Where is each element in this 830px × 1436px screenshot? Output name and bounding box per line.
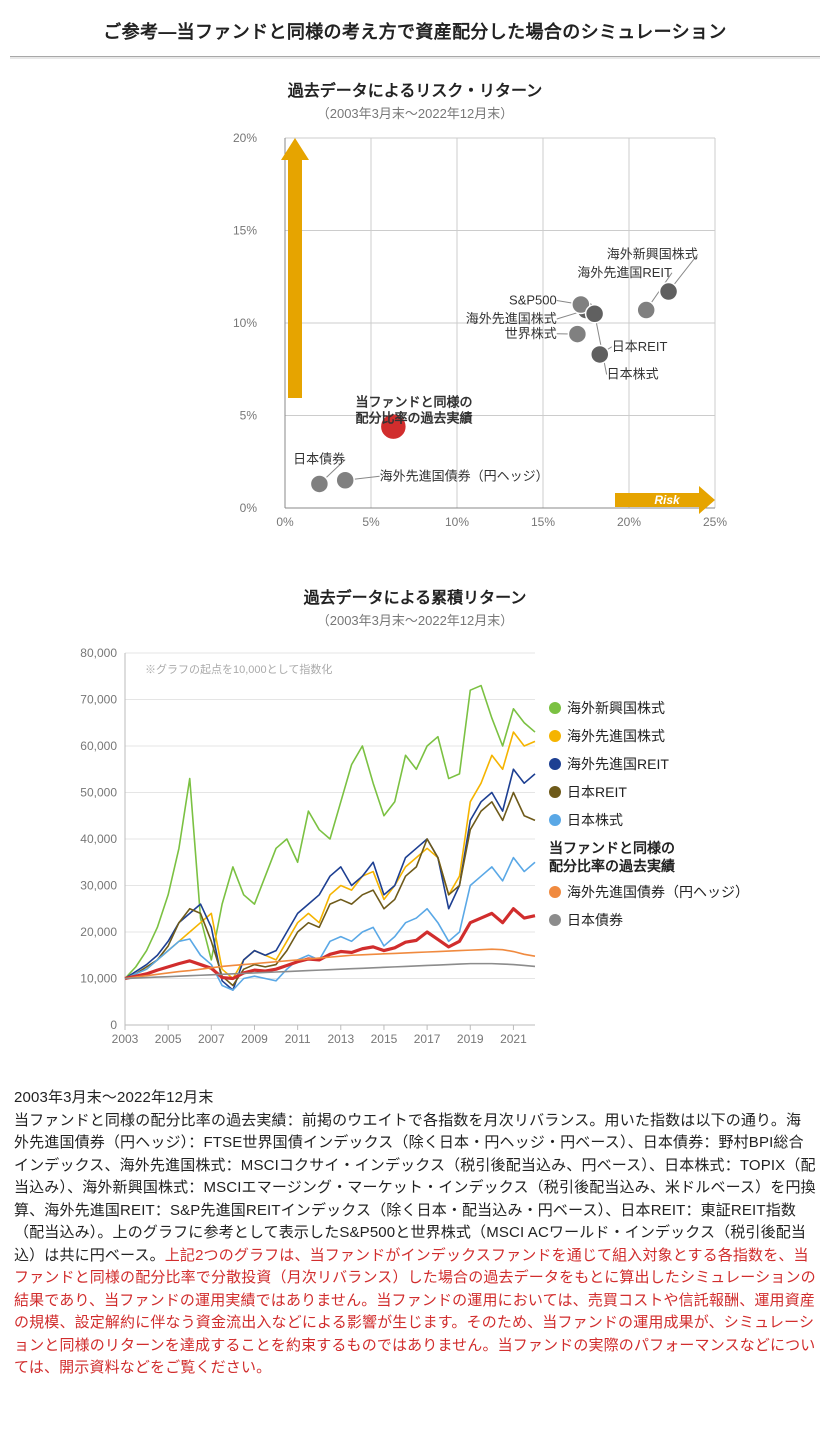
svg-text:Return: Return — [307, 163, 346, 177]
svg-text:15%: 15% — [233, 224, 257, 238]
svg-text:2017: 2017 — [414, 1032, 441, 1046]
scatter-anno: 海外新興国株式 — [607, 246, 698, 261]
svg-text:10%: 10% — [445, 515, 469, 529]
svg-text:20%: 20% — [233, 131, 257, 145]
scatter-anno: S&P500 — [509, 293, 557, 308]
svg-text:10%: 10% — [233, 316, 257, 330]
scatter-point-em_eq — [660, 283, 678, 301]
title-divider — [10, 56, 820, 59]
scatter-point-world_eq — [568, 325, 586, 343]
page: ご参考―当ファンドと同様の考え方で資産配分した場合のシミュレーション 過去データ… — [0, 0, 830, 1380]
svg-text:2007: 2007 — [198, 1032, 225, 1046]
scatter-anno: 海外先進国債券（円ヘッジ） — [380, 468, 549, 483]
legend-dot — [549, 914, 561, 926]
legend-label: 海外先進国REIT — [567, 756, 669, 772]
svg-text:60,000: 60,000 — [80, 739, 117, 753]
svg-text:50,000: 50,000 — [80, 786, 117, 800]
legend-label: 日本REIT — [567, 784, 627, 800]
svg-text:15%: 15% — [531, 515, 555, 529]
legend-dot — [549, 886, 561, 898]
line-section: 過去データによる累積リターン （2003年3月末～2022年12月末） 0 10,… — [55, 584, 775, 1065]
svg-text:5%: 5% — [362, 515, 380, 529]
svg-text:2019: 2019 — [457, 1032, 484, 1046]
svg-text:80,000: 80,000 — [80, 646, 117, 660]
svg-text:2009: 2009 — [241, 1032, 268, 1046]
svg-text:0%: 0% — [240, 501, 258, 515]
svg-text:20%: 20% — [617, 515, 641, 529]
line-chart: 0 10,000 20,000 30,000 40,000 50,000 60,000 70,… — [55, 635, 775, 1065]
scatter-fund-anno: 配分比率の過去実績 — [355, 410, 472, 425]
line-note: ※グラフの起点を10,000として指数化 — [145, 662, 332, 676]
svg-text:20,000: 20,000 — [80, 925, 117, 939]
svg-text:10,000: 10,000 — [80, 972, 117, 986]
line-series-fund_sim — [125, 909, 535, 979]
legend-label: 海外先進国債券（円ヘッジ） — [567, 884, 749, 900]
svg-text:2013: 2013 — [327, 1032, 354, 1046]
svg-text:2011: 2011 — [285, 1032, 311, 1046]
page-title: ご参考―当ファンドと同様の考え方で資産配分した場合のシミュレーション — [0, 18, 830, 44]
footer-heading: 2003年3月末～2022年12月末 — [14, 1089, 213, 1106]
scatter-section: 過去データによるリスク・リターン （2003年3月末～2022年12月末） 0%… — [95, 77, 735, 558]
svg-text:30,000: 30,000 — [80, 879, 117, 893]
legend-label: 海外先進国株式 — [567, 728, 665, 744]
scatter-point-jp_eq — [586, 305, 604, 323]
footer-body-black: 当ファンドと同様の配分比率の過去実績：前掲のウエイトで各指数を月次リバランス。用… — [14, 1112, 816, 1264]
svg-text:2003: 2003 — [112, 1032, 139, 1046]
legend-dot — [549, 702, 561, 714]
svg-text:2005: 2005 — [155, 1032, 182, 1046]
legend-dot — [549, 814, 561, 826]
legend-dot — [549, 730, 561, 742]
legend-fund: 当ファンドと同様の — [549, 840, 675, 856]
svg-text:2015: 2015 — [371, 1032, 398, 1046]
legend-dot — [549, 786, 561, 798]
scatter-anno: 日本債券 — [293, 452, 345, 467]
legend-label: 日本債券 — [567, 912, 623, 928]
scatter-anno: 海外先進国株式 — [466, 311, 557, 326]
scatter-fund-anno: 当ファンドと同様の — [355, 394, 472, 409]
legend-fund: 配分比率の過去実績 — [549, 858, 675, 874]
scatter-anno: 世界株式 — [505, 326, 557, 341]
svg-text:5%: 5% — [240, 409, 258, 423]
scatter-anno: 日本REIT — [612, 339, 668, 354]
scatter-anno: 日本株式 — [607, 367, 659, 382]
scatter-anno: 海外先進国REIT — [577, 265, 672, 280]
footer-body-red: 上記2つのグラフは、当ファンドがインデックスファンドを通じて組入対象とする各指数… — [14, 1247, 816, 1377]
svg-text:0%: 0% — [276, 515, 294, 529]
scatter-point-dev_reit — [637, 301, 655, 319]
scatter-subtitle: （2003年3月末～2022年12月末） — [95, 103, 735, 122]
svg-text:25%: 25% — [703, 515, 727, 529]
scatter-point-dev_bond_h — [336, 471, 354, 489]
scatter-chart: 0% 5% 10% 15% 20% 25% 0% 5% 10% 15% 20% Return Risk 日… — [95, 128, 735, 558]
svg-text:Risk: Risk — [654, 493, 681, 507]
scatter-point-jp_reit — [591, 345, 609, 363]
line-title: 過去データによる累積リターン — [55, 584, 775, 608]
svg-text:2021: 2021 — [500, 1032, 527, 1046]
scatter-point-jp_bond — [310, 475, 328, 493]
legend-label: 海外新興国株式 — [567, 700, 665, 716]
legend-label: 日本株式 — [567, 812, 623, 828]
svg-text:70,000: 70,000 — [80, 693, 117, 707]
legend-dot — [549, 758, 561, 770]
scatter-title: 過去データによるリスク・リターン — [95, 77, 735, 101]
svg-text:0: 0 — [110, 1018, 117, 1032]
line-subtitle: （2003年3月末～2022年12月末） — [55, 610, 775, 629]
footer-text: 2003年3月末～2022年12月末 当ファンドと同様の配分比率の過去実績：前掲… — [14, 1087, 816, 1380]
svg-text:40,000: 40,000 — [80, 832, 117, 846]
